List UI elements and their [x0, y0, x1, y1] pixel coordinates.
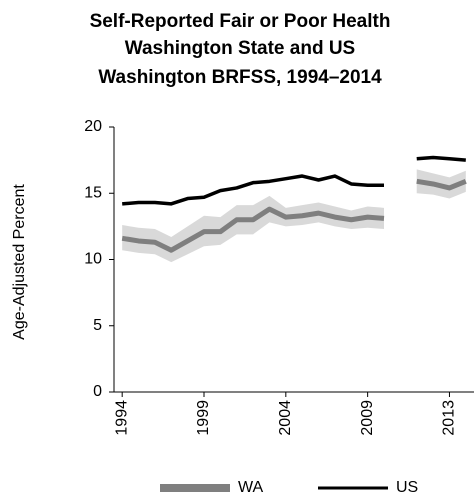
y-tick-label: 0: [93, 383, 102, 400]
y-tick-label: 5: [93, 317, 102, 334]
legend-label: WA: [238, 479, 264, 496]
x-tick-label: 2004: [277, 400, 294, 436]
series-line: [416, 155, 466, 162]
legend-label: US: [396, 479, 418, 496]
confidence-band: [122, 195, 384, 263]
x-tick-label: 2013: [441, 400, 458, 436]
chart-title: Washington State and US: [125, 38, 355, 59]
series-line: [121, 206, 385, 253]
x-tick-label: 2009: [359, 400, 376, 436]
series-line: [122, 174, 384, 206]
y-axis-label: Age-Adjusted Percent: [11, 184, 28, 340]
y-tick-label: 10: [84, 251, 102, 268]
series-line: [416, 178, 467, 191]
x-tick-label: 1999: [195, 400, 212, 436]
chart-title: Self-Reported Fair or Poor Health: [90, 11, 391, 32]
chart-title: Washington BRFSS, 1994–2014: [98, 67, 382, 88]
x-tick-label: 1994: [113, 400, 130, 436]
y-tick-label: 20: [84, 118, 102, 135]
y-tick-label: 15: [84, 184, 102, 201]
